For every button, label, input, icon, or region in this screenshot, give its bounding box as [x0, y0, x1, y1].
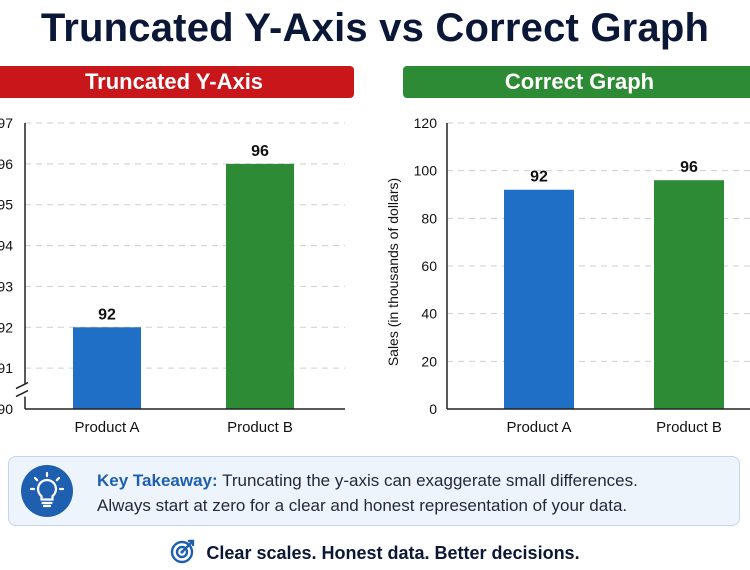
- left-bar-product-b: [226, 163, 294, 409]
- left-y-tick-label: 95: [0, 197, 13, 213]
- right-bar-product-a: [504, 189, 574, 409]
- left-value-label: 92: [98, 306, 116, 323]
- footer-tagline: Clear scales. Honest data. Better decisi…: [0, 538, 750, 564]
- left-y-tick-label: 96: [0, 156, 13, 172]
- right-y-axis-title: Sales (in thousands of dollars): [385, 178, 401, 366]
- footer-text: Clear scales. Honest data. Better decisi…: [206, 543, 580, 563]
- target-icon: [171, 539, 195, 564]
- left-category-label: Product B: [227, 419, 293, 436]
- left-y-tick-label: 92: [0, 319, 13, 335]
- right-bar-product-b: [654, 180, 724, 409]
- takeaway-label: Key Takeaway:: [97, 471, 218, 490]
- right-value-label: 92: [530, 169, 548, 186]
- right-y-tick-label: 120: [414, 115, 438, 131]
- lightbulb-icon: [21, 465, 73, 517]
- left-y-tick-label: 97: [0, 115, 13, 131]
- right-category-label: Product B: [656, 419, 722, 436]
- right-y-tick-label: 0: [429, 401, 437, 417]
- axis-break-mark: [15, 381, 29, 390]
- right-category-label: Product A: [506, 419, 571, 436]
- right-y-tick-label: 40: [421, 306, 437, 322]
- left-y-tick-label: 90: [0, 401, 13, 417]
- left-category-label: Product A: [74, 419, 139, 436]
- key-takeaway-panel: Key Takeaway: Truncating the y-axis can …: [8, 456, 740, 526]
- right-y-tick-label: 20: [421, 353, 437, 369]
- truncated-chart-banner: Truncated Y-Axis: [0, 66, 354, 98]
- left-y-tick-label: 93: [0, 278, 13, 294]
- right-y-tick-label: 80: [421, 210, 437, 226]
- right-y-tick-label: 100: [414, 163, 438, 179]
- left-value-label: 96: [251, 143, 269, 160]
- takeaway-line-1: Truncating the y-axis can exaggerate sma…: [222, 471, 638, 490]
- left-y-tick-label: 94: [0, 238, 13, 254]
- takeaway-text: Key Takeaway: Truncating the y-axis can …: [97, 468, 727, 518]
- takeaway-line-2: Always start at zero for a clear and hon…: [97, 496, 628, 515]
- axis-break-mark: [15, 389, 29, 398]
- right-y-tick-label: 60: [421, 258, 437, 274]
- left-bar-product-a: [73, 327, 141, 409]
- correct-chart-banner: Correct Graph: [403, 66, 750, 98]
- left-y-tick-label: 91: [0, 360, 13, 376]
- page-title: Truncated Y-Axis vs Correct Graph: [40, 6, 710, 50]
- right-value-label: 96: [680, 159, 698, 176]
